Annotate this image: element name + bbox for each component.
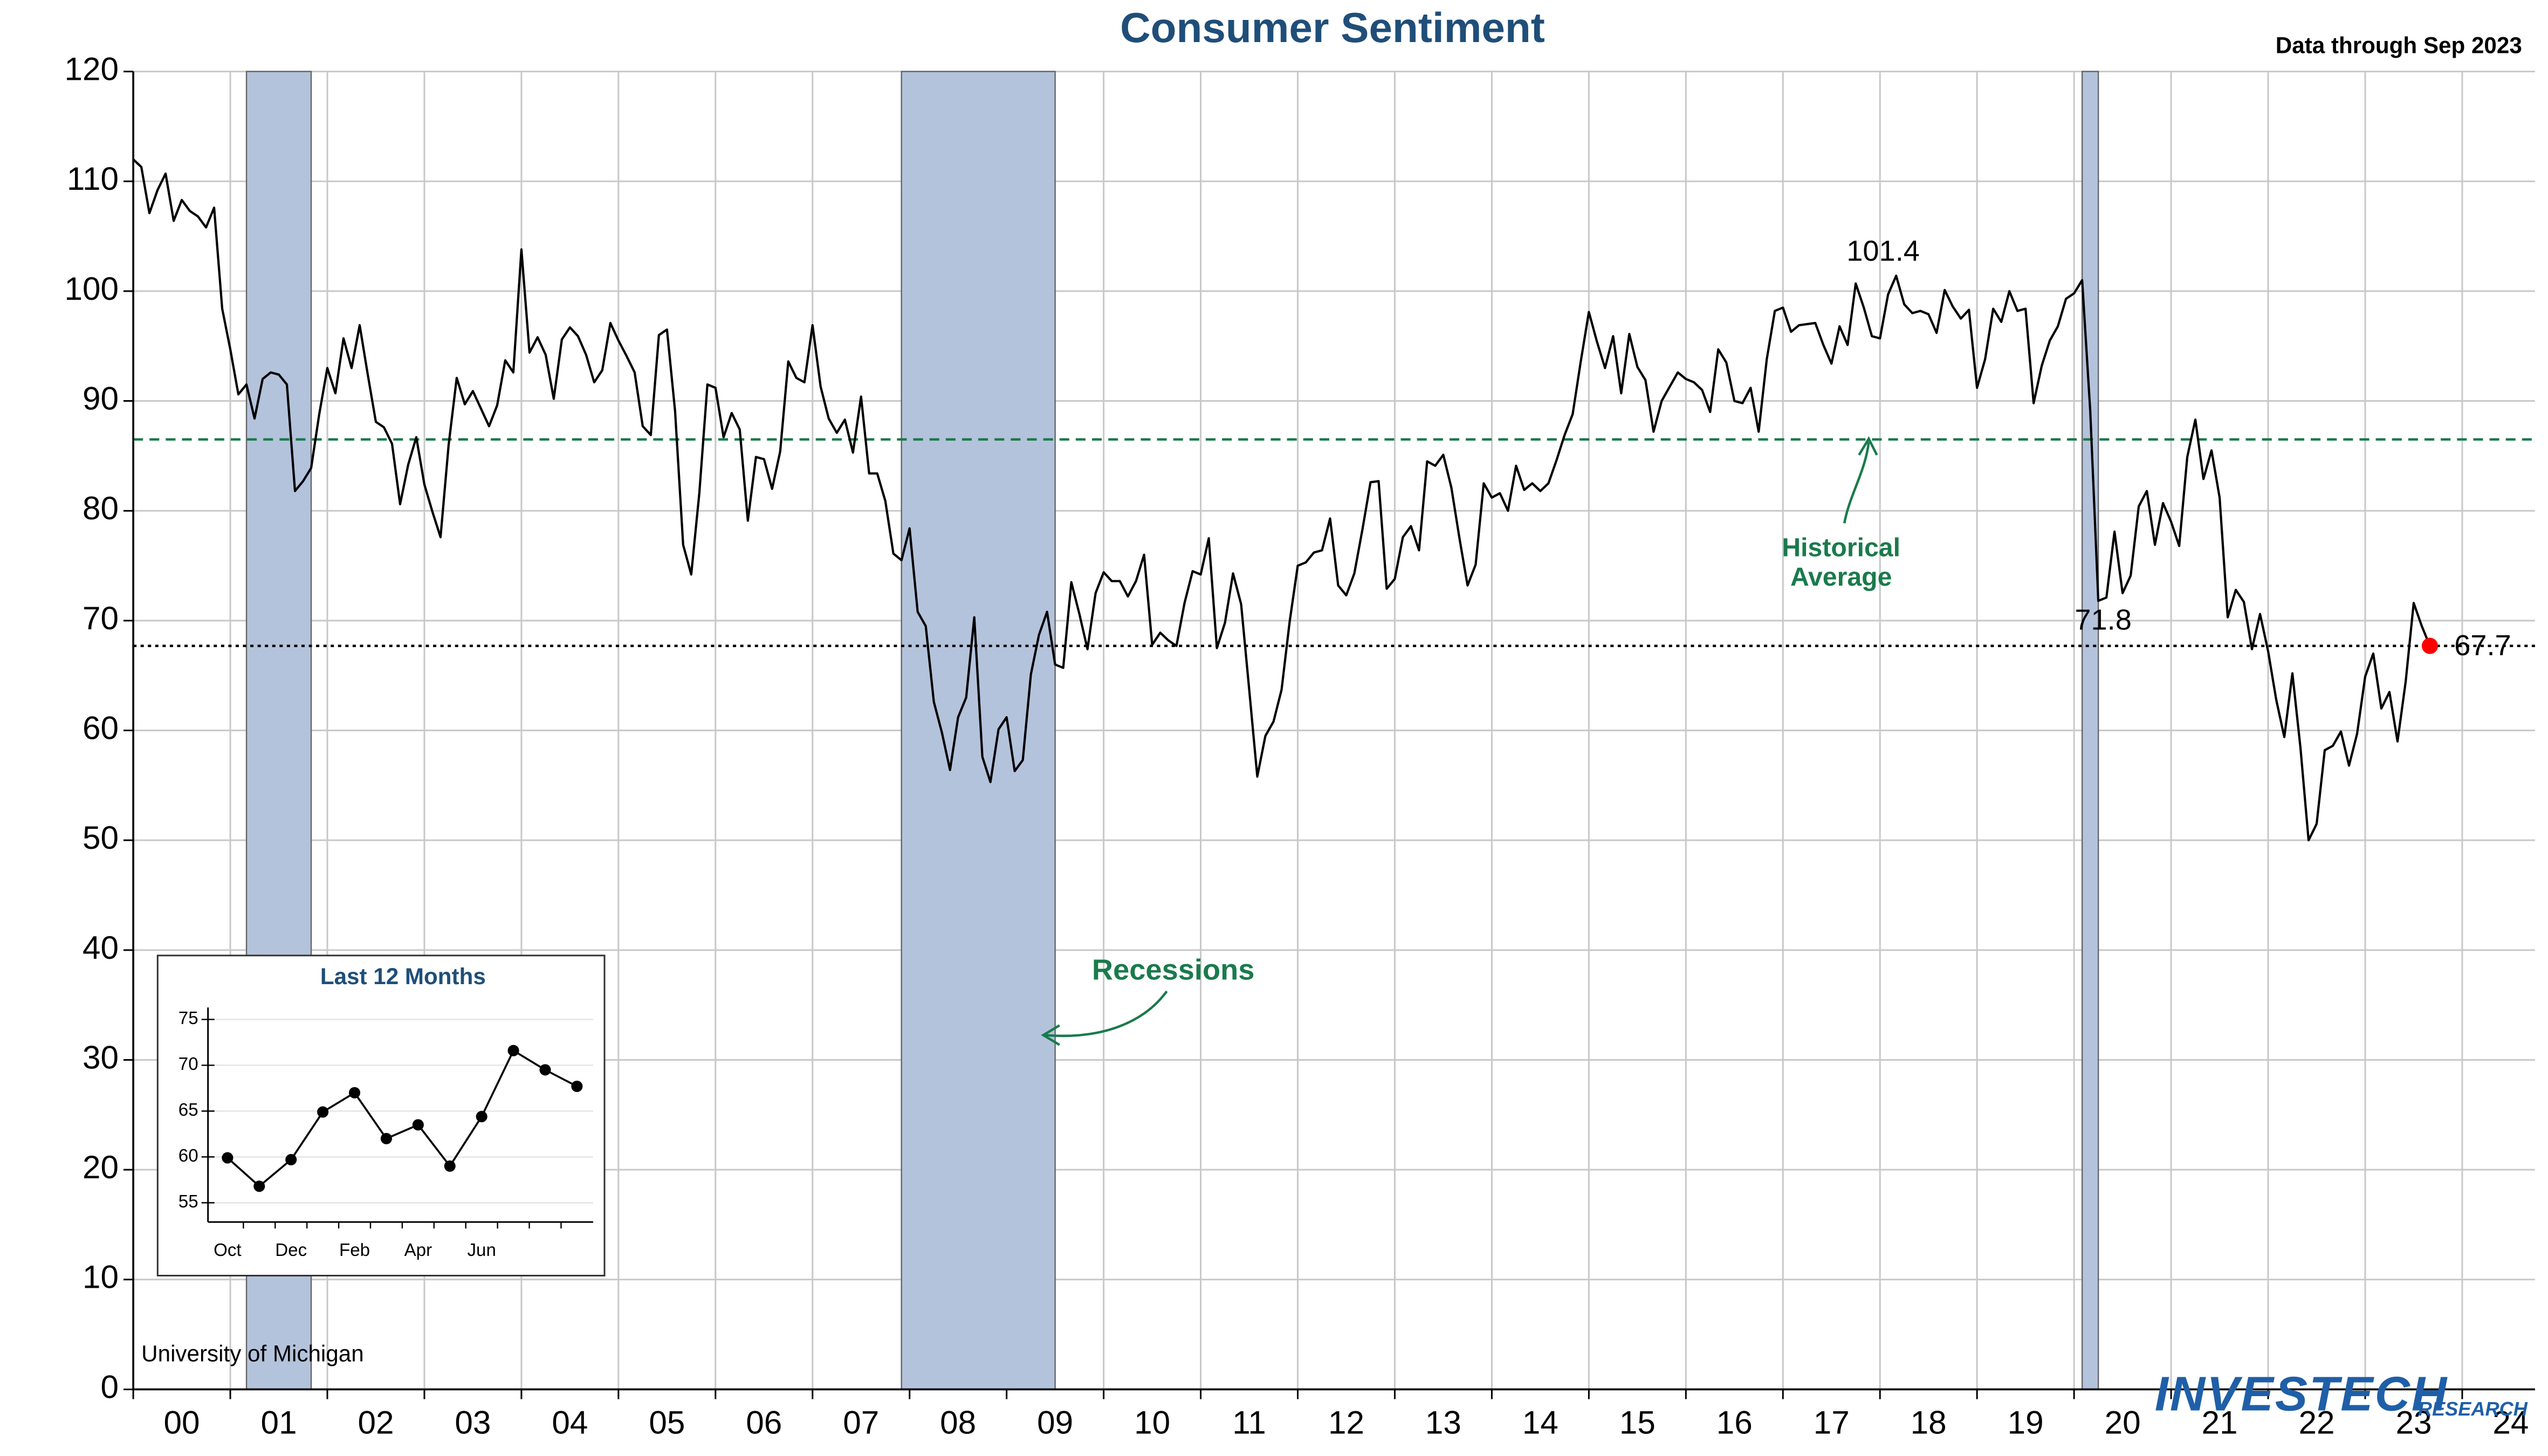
inset-point: [539, 1064, 551, 1076]
logo-tagline: RESEARCH: [2418, 1398, 2528, 1420]
chart-subtitle: Data through Sep 2023: [2276, 33, 2522, 58]
source: University of Michigan: [141, 1341, 363, 1366]
inset-point: [285, 1153, 297, 1166]
x-tick-label: 04: [552, 1404, 588, 1441]
y-tick-label: 100: [64, 270, 119, 307]
inset-point: [317, 1106, 329, 1118]
inset-y-tick-label: 70: [178, 1054, 198, 1074]
reference-label-line: Average: [1790, 562, 1892, 592]
inset-y-tick-label: 65: [178, 1100, 198, 1120]
y-tick-label: 70: [83, 600, 119, 636]
value-label: 71.8: [2075, 604, 2132, 636]
x-tick-label: 10: [1134, 1404, 1170, 1441]
x-tick-label: 09: [1037, 1404, 1073, 1441]
inset-frame: [156, 954, 606, 1277]
inset-point: [444, 1160, 456, 1172]
inset-x-tick-label: Oct: [214, 1240, 242, 1260]
recession-band: [2081, 71, 2099, 1390]
reference-label-line: Historical: [1782, 533, 1900, 562]
inset-y-tick-label: 55: [178, 1192, 198, 1212]
y-tick-label: 0: [100, 1368, 119, 1405]
x-tick-label: 07: [843, 1404, 879, 1441]
y-tick-label: 50: [83, 819, 119, 856]
inset-point: [253, 1180, 265, 1192]
x-tick-label: 21: [2202, 1404, 2238, 1441]
inset-point: [412, 1119, 424, 1131]
value-label: 101.4: [1846, 235, 1920, 267]
value-label: 67.7: [2454, 629, 2511, 662]
recession-band: [901, 71, 1056, 1390]
inset-x-tick-label: Feb: [339, 1240, 370, 1260]
x-tick-label: 02: [358, 1404, 394, 1441]
inset-chart: 55 60 65 70 75 Oct Dec Feb Apr Jun: [178, 1007, 593, 1260]
y-tick-label: 40: [83, 929, 119, 966]
x-tick-label: 06: [746, 1404, 782, 1441]
x-tick-label: 03: [455, 1404, 491, 1441]
inset-point: [507, 1045, 519, 1056]
x-tick-label: 14: [1522, 1404, 1558, 1441]
x-tick-label: 15: [1619, 1404, 1656, 1441]
y-tick-label: 60: [83, 709, 119, 746]
x-tick-label: 12: [1328, 1404, 1364, 1441]
x-tick-label: 16: [1716, 1404, 1753, 1441]
y-tick-label: 90: [83, 380, 119, 416]
average-arrow: [1843, 442, 1870, 524]
inset-title: Last 12 Months: [320, 964, 486, 989]
inset-point: [348, 1087, 361, 1098]
average-arrow-head: [1858, 436, 1878, 456]
chart-title: Consumer Sentiment: [1120, 4, 1545, 51]
x-tick-label: 22: [2298, 1404, 2334, 1441]
x-tick-label: 11: [1232, 1404, 1266, 1441]
y-tick-label: 30: [83, 1039, 119, 1075]
latest-marker: [2421, 637, 2439, 654]
x-tick-label: 18: [1911, 1404, 1947, 1441]
inset-y-tick-label: 60: [178, 1146, 198, 1166]
inset-x-tick-label: Dec: [275, 1240, 307, 1260]
x-tick-label: 05: [649, 1404, 685, 1441]
recession-label: Recessions: [1092, 953, 1254, 986]
reference-label: Historical Average: [1782, 533, 1900, 591]
inset-x-tick-label: Jun: [467, 1240, 496, 1260]
recession-arrow-head: [1041, 1024, 1060, 1046]
x-tick-label: 20: [2105, 1404, 2141, 1441]
inset-x-tick-label: Apr: [404, 1240, 432, 1260]
logo-name: INVESTECH: [2155, 1366, 2448, 1421]
logo: INVESTECH RESEARCH: [2155, 1366, 2528, 1421]
inset-line: [226, 1049, 578, 1188]
x-tick-label: 17: [1814, 1404, 1850, 1441]
y-tick-label: 110: [67, 160, 119, 197]
inset-point: [476, 1111, 487, 1123]
x-tick-label: 24: [2492, 1404, 2529, 1441]
y-tick-label: 10: [83, 1259, 119, 1295]
inset-y-tick-label: 75: [178, 1008, 198, 1028]
inset-point: [571, 1080, 583, 1093]
x-tick-label: 13: [1425, 1404, 1461, 1441]
x-tick-label: 19: [2008, 1404, 2044, 1441]
x-tick-label: 08: [940, 1404, 976, 1441]
sentiment-line: [132, 158, 2431, 842]
x-tick-label: 00: [164, 1404, 200, 1441]
recession-arrow: [1045, 990, 1168, 1038]
y-tick-label: 120: [64, 51, 119, 87]
inset-point: [222, 1152, 233, 1164]
y-tick-label: 20: [83, 1149, 119, 1185]
x-tick-label: 23: [2395, 1404, 2432, 1441]
inset-point: [380, 1132, 392, 1144]
x-tick-label: 01: [261, 1404, 297, 1441]
y-tick-label: 80: [83, 490, 119, 526]
